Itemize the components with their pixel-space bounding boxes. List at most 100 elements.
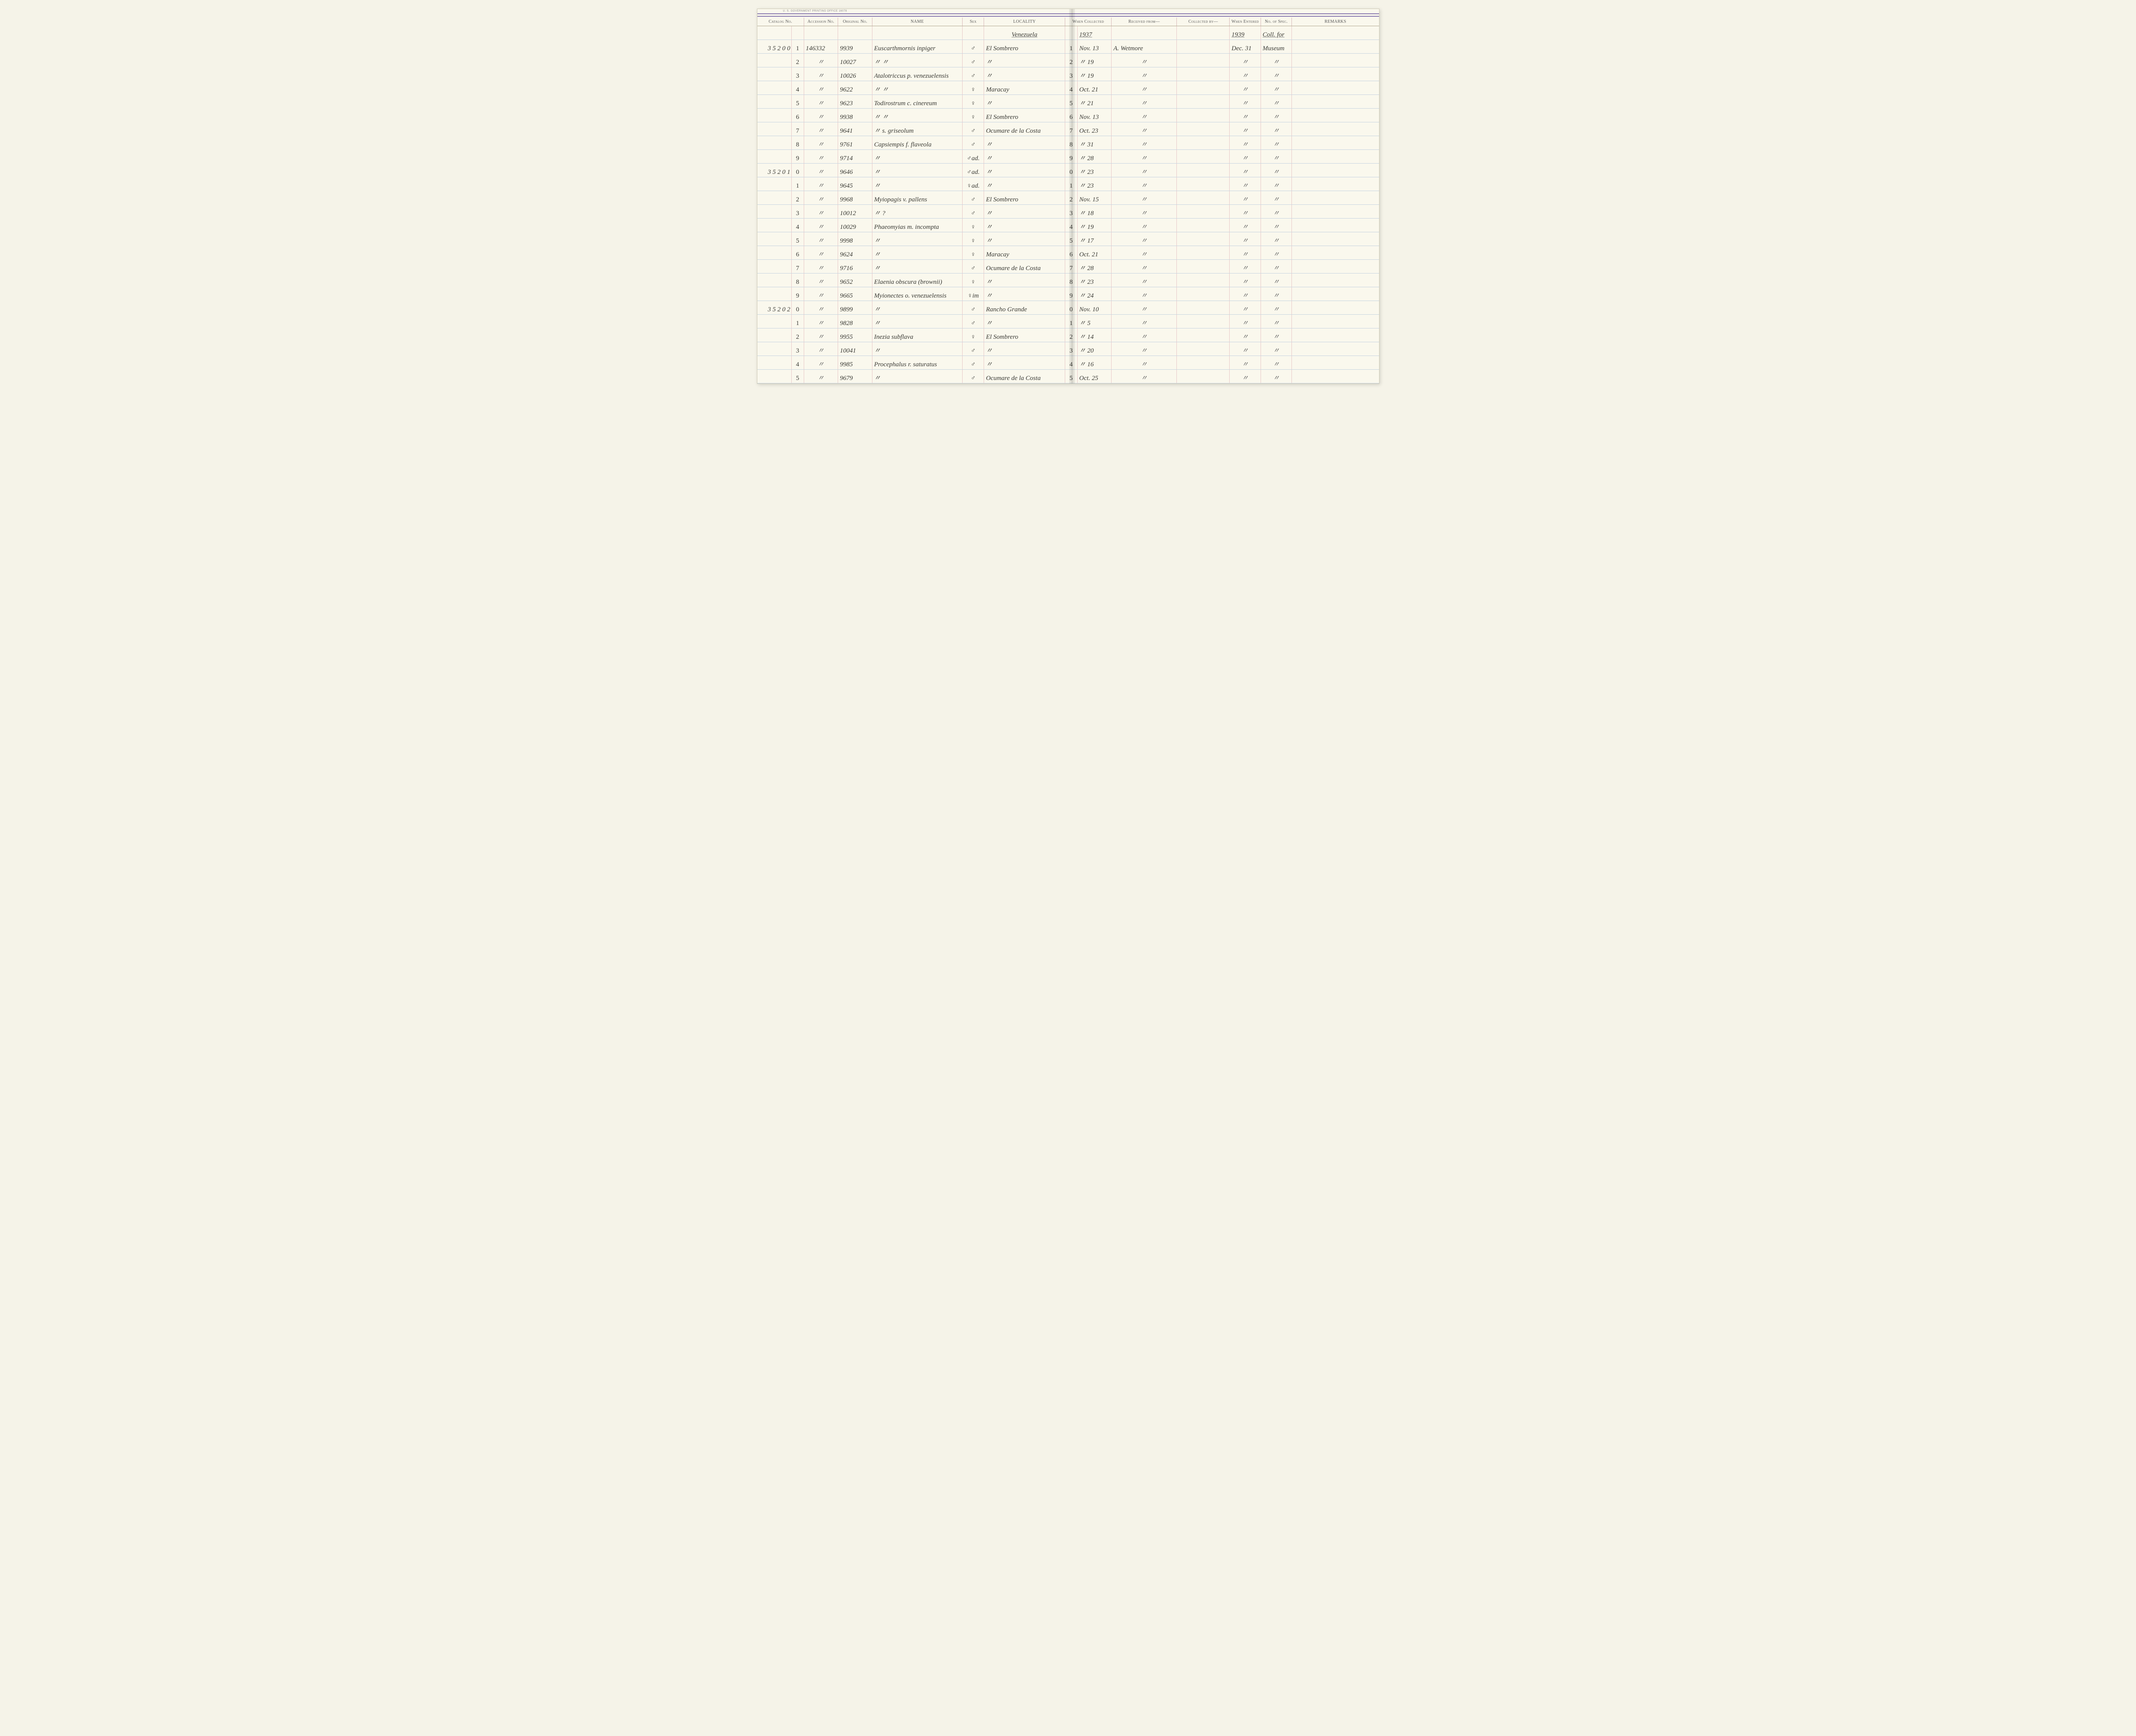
when-collected: Oct. 23 [1077,122,1112,136]
received-from: 〃 [1112,246,1177,260]
specimen-name: 〃 [872,370,962,383]
collected-by [1177,136,1230,150]
accession-no: 〃 [804,342,838,356]
catalog-no [757,81,792,95]
accession-no: 〃 [804,232,838,246]
remarks [1292,40,1379,54]
catalog-no [757,150,792,164]
no-of-spec: 〃 [1261,109,1291,122]
original-no: 9938 [838,109,872,122]
locality: 〃 [984,164,1065,177]
table-row: 4〃9622〃 〃♀Maracay4Oct. 21〃〃〃 [757,81,1379,95]
cell [1292,26,1379,40]
catalog-sub: 1 [791,40,804,54]
no-of-spec: 〃 [1261,301,1291,315]
remarks [1292,287,1379,301]
locality: 〃 [984,219,1065,232]
accession-no: 〃 [804,54,838,67]
remarks [1292,81,1379,95]
when-sub: 0 [1065,164,1077,177]
locality: El Sombrero [984,191,1065,205]
table-row: 5〃9623Todirostrum c. cinereum♀〃5〃 21〃〃〃 [757,95,1379,109]
collected-by [1177,356,1230,370]
no-of-spec: 〃 [1261,122,1291,136]
sex: ♀ad. [962,177,984,191]
specimen-name: 〃 〃 [872,54,962,67]
catalog-no [757,342,792,356]
hdr-remarks: REMARKS [1292,18,1379,26]
accession-no: 〃 [804,328,838,342]
original-no: 9623 [838,95,872,109]
sex: ♂ [962,54,984,67]
catalog-no [757,232,792,246]
table-row: 3〃10041〃♂〃3〃 20〃〃〃 [757,342,1379,356]
collected-by [1177,315,1230,328]
when-sub: 3 [1065,205,1077,219]
original-no: 9955 [838,328,872,342]
accession-no: 〃 [804,370,838,383]
catalog-no [757,287,792,301]
original-no: 9968 [838,191,872,205]
hdr-sex: Sex [962,18,984,26]
cell [791,26,804,40]
when-sub: 7 [1065,260,1077,274]
collected-by [1177,81,1230,95]
sex: ♂ [962,40,984,54]
when-sub: 9 [1065,287,1077,301]
accession-no: 〃 [804,274,838,287]
no-of-spec: 〃 [1261,315,1291,328]
context-locality: Venezuela [984,26,1065,40]
specimen-name: 〃 [872,246,962,260]
original-no: 9761 [838,136,872,150]
received-from: 〃 [1112,219,1177,232]
specimen-name: 〃 [872,315,962,328]
cell [1177,26,1230,40]
catalog-sub: 9 [791,287,804,301]
locality: 〃 [984,274,1065,287]
sex: ♀ [962,81,984,95]
when-entered: 〃 [1230,67,1261,81]
collected-by [1177,274,1230,287]
catalog-sub: 8 [791,136,804,150]
locality: 〃 [984,205,1065,219]
received-from: 〃 [1112,95,1177,109]
specimen-name: 〃 [872,342,962,356]
when-sub: 3 [1065,342,1077,356]
when-entered: 〃 [1230,301,1261,315]
catalog-sub: 2 [791,191,804,205]
sex: ♂ad. [962,164,984,177]
catalog-no [757,274,792,287]
when-entered: 〃 [1230,95,1261,109]
when-collected: Nov. 13 [1077,109,1112,122]
no-of-spec: 〃 [1261,136,1291,150]
when-collected: 〃 23 [1077,164,1112,177]
when-collected: Nov. 10 [1077,301,1112,315]
specimen-name: Myionectes o. venezuelensis [872,287,962,301]
accession-no: 〃 [804,109,838,122]
original-no: 9652 [838,274,872,287]
collected-by [1177,246,1230,260]
table-row: 2〃9955Inezia subflava♀El Sombrero2〃 14〃〃… [757,328,1379,342]
received-from: 〃 [1112,177,1177,191]
collected-by [1177,232,1230,246]
received-from: 〃 [1112,109,1177,122]
received-from: 〃 [1112,191,1177,205]
when-collected: 〃 14 [1077,328,1112,342]
received-from: 〃 [1112,136,1177,150]
context-row: Venezuela 1937 1939 Coll. for [757,26,1379,40]
locality: 〃 [984,67,1065,81]
catalog-no: 3 5 2 0 1 [757,164,792,177]
specimen-name: Capsiempis f. flaveola [872,136,962,150]
no-of-spec: 〃 [1261,150,1291,164]
catalog-sub: 4 [791,81,804,95]
remarks [1292,95,1379,109]
hdr-name: NAME [872,18,962,26]
remarks [1292,191,1379,205]
catalog-sub: 7 [791,260,804,274]
when-entered: 〃 [1230,219,1261,232]
no-of-spec: Museum [1261,40,1291,54]
received-from: 〃 [1112,328,1177,342]
original-no: 9645 [838,177,872,191]
hdr-collected-by: Collected by— [1177,18,1230,26]
when-sub: 3 [1065,67,1077,81]
